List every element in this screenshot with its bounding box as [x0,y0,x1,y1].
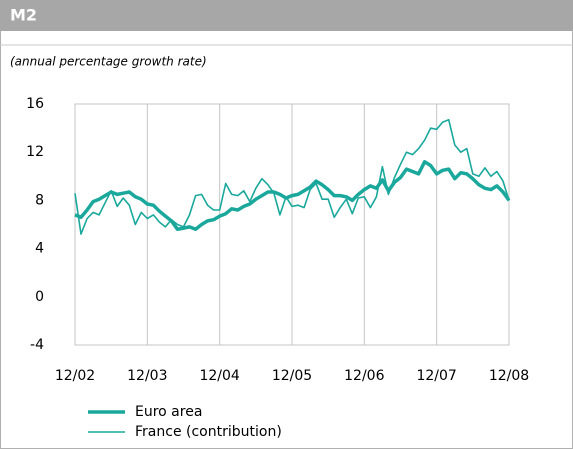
x-tick-label: 12/07 [416,368,456,384]
y-tick-label: 0 [35,289,44,305]
y-tick-label: 12 [26,144,44,160]
y-tick-label: -4 [30,337,44,353]
x-tick-label: 12/05 [272,368,312,384]
y-tick-label: 4 [35,241,44,257]
series-line [74,118,510,235]
x-tick-label: 12/02 [55,368,95,384]
series-line [74,160,511,232]
legend-label: France (contribution) [135,424,282,440]
legend-label: Euro area [135,404,202,420]
x-tick-label: 12/03 [127,368,167,384]
chart-subtitle: (annual percentage growth rate) [10,55,207,69]
header-bar [0,0,573,31]
y-tick-label: 16 [26,96,44,112]
x-tick-label: 12/06 [344,368,384,384]
chart-title: M2 [10,6,37,25]
y-tick-label: 8 [35,192,44,208]
x-tick-label: 12/04 [199,368,239,384]
x-tick-label: 12/08 [489,368,529,384]
